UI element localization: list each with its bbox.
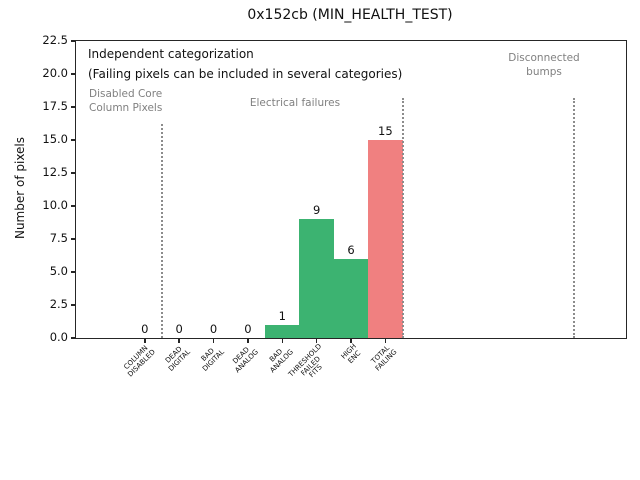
y-tick-label: 20.0	[42, 66, 68, 80]
bar-value-label-bad-analog: 1	[278, 308, 286, 323]
region-label-line: Disconnected	[508, 52, 580, 64]
y-tick-mark	[71, 304, 76, 306]
bar-total-failing	[368, 140, 403, 338]
y-tick-mark	[71, 139, 76, 141]
bar-value-label-total-failing: 15	[378, 124, 393, 138]
x-tick-label-high-enc: HIGH ENC	[339, 342, 363, 365]
annotation-failing-pixels-note: (Failing pixels can be included in sever…	[88, 67, 403, 81]
separator-line-0	[160, 124, 163, 338]
bar-value-label-column-disabled: 0	[141, 322, 149, 336]
bar-value-label-dead-digital: 0	[175, 322, 183, 336]
x-tick-label-bad-digital: BAD DIGITAL	[199, 346, 226, 373]
x-tick-label-column-disabled: COLUMN DISABLED	[122, 344, 158, 379]
y-tick-mark	[71, 205, 76, 207]
plot-area: Independent categorization (Failing pixe…	[42, 33, 627, 379]
region-label-electrical-failures: Electrical failures	[249, 97, 341, 109]
y-tick-mark	[71, 337, 76, 339]
y-tick-label: 7.5	[49, 231, 68, 245]
separator-line-2	[573, 97, 576, 338]
region-label-disabled-core-column-pixels: Disabled Core Column Pixels	[89, 87, 162, 115]
bar-value-label-threshold-failed-fits: 9	[312, 203, 321, 218]
chart-title: 0x152cb (MIN_HEALTH_TEST)	[247, 7, 453, 23]
y-tick-label: 2.5	[49, 297, 68, 311]
y-tick-label: 17.5	[42, 99, 68, 113]
y-tick-label: 10.0	[42, 198, 68, 212]
y-tick-mark	[71, 172, 76, 174]
y-tick-mark	[71, 40, 76, 42]
y-tick-label: 0.0	[49, 330, 68, 344]
bar-value-label-dead-analog: 0	[244, 322, 252, 336]
x-tick-label-threshold-failed-fits: THRESHOLD FAILED FITS	[287, 342, 325, 380]
y-tick-label: 15.0	[42, 132, 68, 146]
x-tick-mark	[144, 338, 146, 343]
y-tick-label: 5.0	[49, 264, 68, 278]
y-tick-mark	[71, 73, 76, 75]
region-label-disconnected-bumps: Disconnected bumps	[508, 51, 579, 79]
x-tick-mark	[384, 338, 387, 343]
y-tick-label: 12.5	[42, 165, 68, 179]
y-tick-mark	[71, 238, 76, 240]
y-tick-label: 22.5	[42, 33, 68, 47]
separator-line-1	[401, 97, 404, 338]
x-tick-mark	[350, 338, 352, 343]
x-tick-mark	[281, 338, 283, 343]
region-label-line: Column Pixels	[89, 102, 163, 114]
region-label-line: Disabled Core	[89, 88, 163, 100]
annotation-independent-categorization: Independent categorization	[88, 47, 254, 61]
region-label-line: bumps	[526, 66, 562, 78]
bar-high-enc	[333, 258, 369, 338]
x-tick-mark	[247, 338, 249, 343]
y-axis-label: Number of pixels	[13, 136, 27, 240]
y-tick-mark	[71, 106, 76, 108]
x-tick-mark	[315, 338, 318, 343]
x-tick-label-dead-analog: DEAD ANALOG	[231, 345, 261, 375]
bar-threshold-failed-fits	[299, 219, 334, 338]
x-tick-label-dead-digital: DEAD DIGITAL	[163, 344, 192, 373]
x-tick-mark	[212, 338, 215, 343]
y-tick-mark	[71, 271, 76, 273]
x-tick-label-total-failing: TOTAL FAILING	[369, 343, 398, 373]
x-tick-mark	[178, 338, 180, 343]
bar-value-label-bad-digital: 0	[209, 322, 218, 336]
bar-value-label-high-enc: 6	[347, 242, 355, 257]
bar-bad-analog	[265, 324, 300, 338]
